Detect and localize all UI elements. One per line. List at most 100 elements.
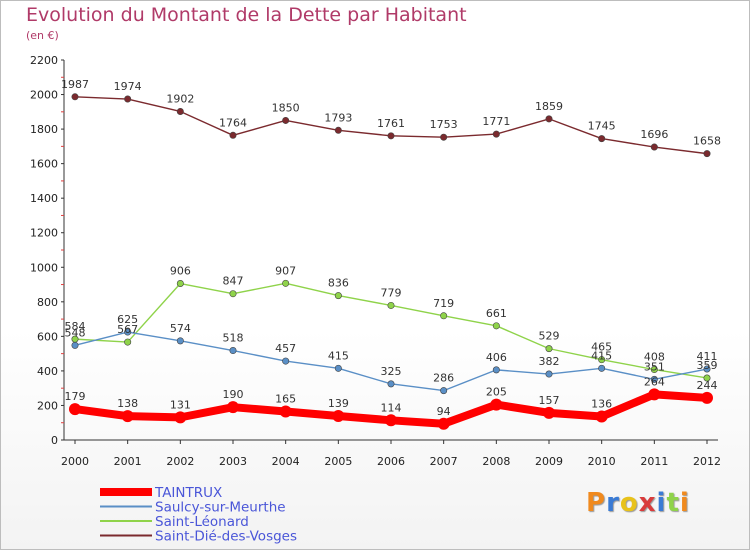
data-label: 136: [591, 398, 612, 411]
data-label: 548: [65, 326, 86, 339]
x-tick-label: 2008: [482, 455, 510, 468]
data-point: [703, 150, 711, 158]
data-point: [545, 345, 553, 353]
x-tick-label: 2004: [272, 455, 300, 468]
data-point: [229, 290, 237, 298]
data-point: [176, 337, 184, 345]
data-point: [334, 126, 342, 134]
series-lines: [69, 93, 713, 430]
data-label: 1850: [272, 101, 300, 114]
data-point: [650, 375, 658, 383]
data-point: [595, 410, 608, 423]
data-point: [227, 401, 239, 414]
data-point: [598, 364, 606, 372]
chart-title: Evolution du Montant de la Dette par Hab…: [26, 4, 467, 26]
y-tick-label: 0: [51, 434, 58, 447]
data-point: [703, 374, 711, 382]
data-point: [387, 380, 395, 388]
logo-letter: t: [666, 488, 680, 518]
data-label: 415: [591, 349, 612, 362]
data-label: 411: [697, 350, 718, 363]
legend-label: Saint-Léonard: [155, 514, 249, 530]
legend-label: TAINTRUX: [154, 485, 222, 501]
data-point: [648, 388, 661, 401]
y-tick-label: 1000: [30, 261, 58, 274]
data-label: 205: [486, 386, 507, 399]
data-label: 415: [328, 349, 349, 362]
data-label: 1745: [588, 120, 616, 133]
y-tick-label: 800: [37, 296, 58, 309]
data-label: 847: [223, 275, 244, 288]
logo-letter: o: [619, 488, 639, 518]
data-point: [334, 292, 342, 300]
logo-letter: i: [679, 488, 690, 518]
data-point: [437, 417, 450, 430]
data-point: [282, 279, 290, 287]
data-label: 264: [644, 375, 665, 388]
logo-letter: P: [586, 488, 607, 518]
data-label: 906: [170, 265, 191, 278]
data-label: 139: [328, 397, 349, 410]
y-tick-label: 2200: [30, 54, 58, 67]
data-point: [176, 280, 184, 288]
data-point: [598, 356, 606, 364]
data-point: [176, 107, 184, 115]
data-label: 518: [223, 332, 244, 345]
data-label: 574: [170, 322, 191, 335]
data-point: [282, 357, 290, 365]
data-point: [492, 322, 500, 330]
data-point: [282, 116, 290, 124]
x-tick-label: 2003: [219, 455, 247, 468]
data-point: [650, 143, 658, 151]
data-label: 719: [433, 297, 454, 310]
data-label: 1764: [219, 116, 247, 129]
logo-letter: x: [638, 488, 657, 518]
x-tick-label: 2012: [693, 455, 721, 468]
x-tick-label: 2007: [430, 455, 458, 468]
data-label: 286: [433, 372, 454, 385]
y-tick-label: 1200: [30, 227, 58, 240]
data-point: [701, 391, 713, 404]
data-label: 408: [644, 351, 665, 364]
data-point: [440, 312, 448, 320]
data-point: [440, 133, 448, 141]
data-label: 567: [117, 323, 138, 336]
data-label: 1696: [640, 128, 668, 141]
x-tick-label: 2002: [166, 455, 194, 468]
data-label: 1771: [482, 115, 510, 128]
data-point: [124, 95, 132, 103]
legend-label: Saulcy-sur-Meurthe: [155, 500, 286, 516]
data-point: [492, 366, 500, 374]
y-tick-label: 600: [37, 330, 58, 343]
data-label: 1859: [535, 100, 563, 113]
axes: [61, 59, 718, 444]
data-point: [121, 410, 134, 423]
data-label: 1753: [430, 118, 458, 131]
y-axis-ticks: 0 200 400 600 800 1000 1200 1400 1600 1800 2000 220…: [30, 54, 58, 447]
data-point: [385, 414, 397, 427]
logo-letter: r: [606, 488, 620, 518]
data-label: 529: [539, 330, 560, 343]
data-label: 779: [381, 286, 402, 299]
data-label: 94: [437, 405, 451, 418]
x-tick-label: 2006: [377, 455, 405, 468]
data-label: 625: [117, 313, 138, 326]
data-labels: 179 138 131 190 165 139 114 94 205 157 136 264 244 54…: [61, 78, 721, 418]
data-point: [490, 398, 503, 411]
y-tick-label: 400: [37, 365, 58, 378]
data-label: 382: [539, 355, 560, 368]
data-point: [650, 366, 658, 374]
y-tick-label: 1800: [30, 123, 58, 136]
data-label: 138: [117, 397, 138, 410]
y-tick-label: 1600: [30, 158, 58, 171]
y-tick-label: 200: [37, 399, 58, 412]
x-tick-label: 2000: [61, 455, 89, 468]
x-tick-label: 2010: [588, 455, 616, 468]
data-label: 359: [697, 359, 718, 372]
data-point: [332, 409, 345, 422]
data-point: [124, 338, 132, 346]
x-axis-ticks: 2000 2001 2002 2003 2004 2005 2006 2007 2008 2009…: [61, 455, 721, 468]
data-label: 457: [275, 342, 296, 355]
data-label: 465: [591, 341, 612, 354]
